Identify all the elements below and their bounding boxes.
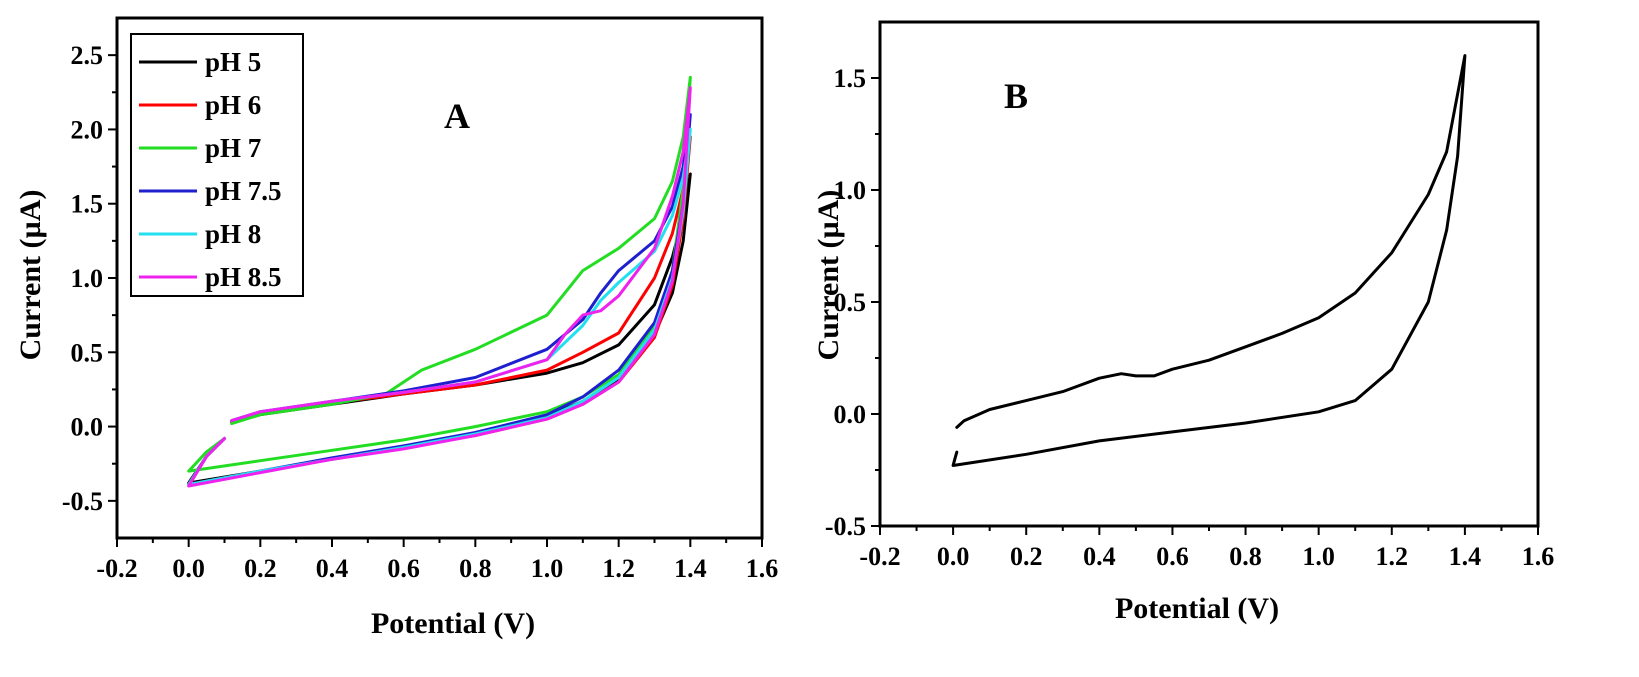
- y-tick-label: 0.5: [834, 288, 867, 317]
- x-tick-label: 0.6: [1156, 542, 1189, 571]
- x-tick-label: 0.2: [1010, 542, 1043, 571]
- legend-label: pH 6: [205, 90, 261, 120]
- y-tick-label: 1.5: [834, 64, 867, 93]
- series-line-ph-7: [187, 75, 692, 473]
- y-tick-label: 0.5: [71, 338, 104, 367]
- y-axis-title: Current (µA): [14, 190, 47, 361]
- plot-frame: [878, 20, 1540, 528]
- legend: pH 5 pH 6 pH 7 pH 7.5 pH 8 pH 8.5: [130, 33, 304, 297]
- legend-box: [130, 33, 304, 297]
- legend-label: pH 7: [205, 133, 261, 163]
- x-tick-label: 1.6: [746, 554, 779, 583]
- x-tick-label: 1.6: [1522, 542, 1555, 571]
- x-tick-label: 0.6: [387, 554, 420, 583]
- x-tick-label: 0.4: [316, 554, 349, 583]
- y-tick-label: 2.5: [71, 41, 104, 70]
- legend-label: pH 5: [205, 47, 261, 77]
- panel-label: B: [1004, 76, 1028, 116]
- x-tick-label: -0.2: [859, 542, 900, 571]
- series-line-cv-curve: [951, 54, 1467, 467]
- y-tick-label: -0.5: [62, 487, 103, 516]
- x-tick-label: 1.0: [1302, 542, 1335, 571]
- y-tick-label: 1.0: [834, 176, 867, 205]
- x-tick-label: 1.4: [674, 554, 707, 583]
- legend-label: pH 8: [205, 219, 261, 249]
- panel-a: -0.2 0.0 0.2 0.4 0.6 0.8 1.0 1.2 1.4 1.6 -0.5 0.0 0.…: [14, 16, 779, 640]
- panel-b: -0.2 0.0 0.2 0.4 0.6 0.8 1.0 1.2 1.4 1.6 -0.5 0.0 0.…: [812, 20, 1555, 625]
- x-tick-label: 0.4: [1083, 542, 1116, 571]
- y-tick-label: 0.0: [834, 400, 867, 429]
- y-tick-label: 2.0: [71, 115, 104, 144]
- x-tick-label: 0.2: [244, 554, 277, 583]
- y-tick-label: 1.0: [71, 264, 104, 293]
- y-axis-title: Current (µA): [812, 190, 845, 361]
- legend-label: pH 8.5: [205, 262, 282, 292]
- x-tick-label: 0.0: [172, 554, 205, 583]
- x-tick-label: 0.0: [937, 542, 970, 571]
- x-tick-label: -0.2: [96, 554, 137, 583]
- x-tick-label: 0.8: [459, 554, 492, 583]
- legend-label: pH 7.5: [205, 176, 282, 206]
- x-axis-title: Potential (V): [371, 607, 535, 640]
- series-line-ph-8-5: [187, 86, 692, 488]
- x-tick-label: 1.0: [531, 554, 564, 583]
- y-tick-label: -0.5: [825, 512, 866, 541]
- x-tick-label: 1.2: [602, 554, 635, 583]
- x-tick-label: 0.8: [1229, 542, 1262, 571]
- x-tick-label: 1.4: [1449, 542, 1482, 571]
- x-tick-label: 1.2: [1376, 542, 1409, 571]
- x-axis-title: Potential (V): [1115, 592, 1279, 625]
- y-tick-label: 1.5: [71, 190, 104, 219]
- panel-label: A: [444, 96, 470, 136]
- y-tick-label: 0.0: [71, 413, 104, 442]
